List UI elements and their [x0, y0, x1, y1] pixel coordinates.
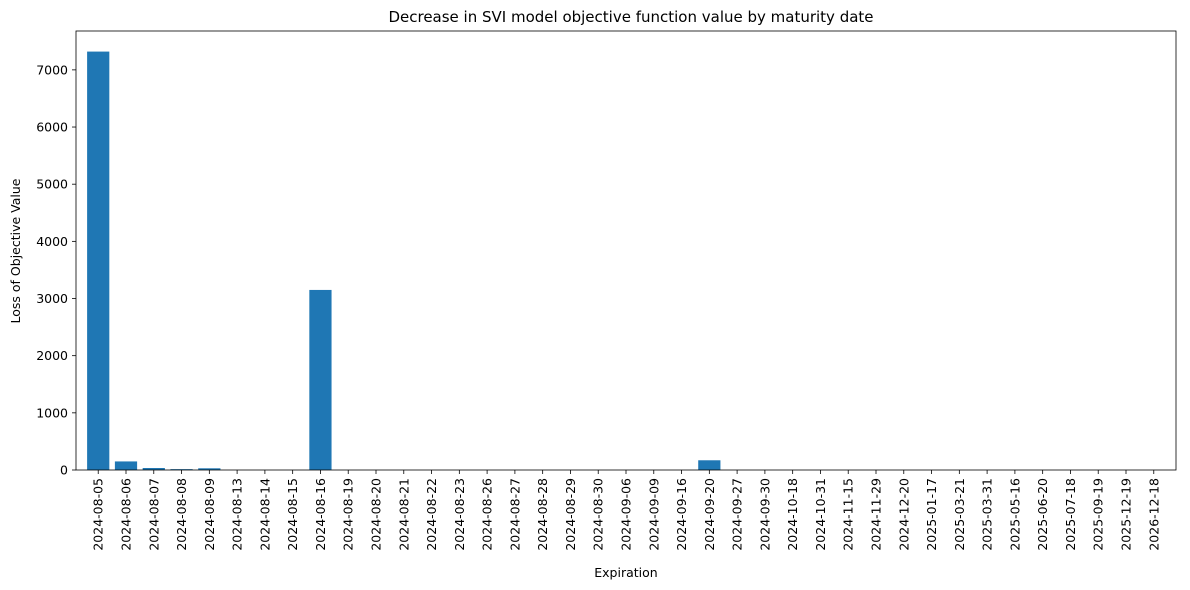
x-tick-label: 2024-08-05 [91, 478, 106, 551]
x-tick-label: 2024-10-18 [785, 478, 800, 551]
x-tick-label: 2024-09-27 [730, 478, 745, 551]
x-tick-label: 2024-08-06 [119, 478, 134, 551]
y-tick-label: 3000 [36, 291, 68, 306]
x-tick-label: 2024-09-09 [646, 478, 661, 551]
y-tick-label: 6000 [36, 120, 68, 135]
x-tick-label: 2024-08-13 [230, 478, 245, 551]
x-tick-label: 2025-06-20 [1035, 478, 1050, 551]
bar-2024-09-20 [698, 460, 721, 470]
plot-frame [75, 30, 1177, 471]
bar-2024-08-06 [114, 461, 138, 470]
x-tick-label: 2025-03-31 [980, 478, 995, 551]
x-tick-label: 2024-11-15 [841, 478, 856, 551]
x-tick-label: 2024-08-30 [591, 478, 606, 551]
bar-2024-08-07 [142, 468, 165, 470]
x-tick-label: 2024-08-15 [285, 478, 300, 551]
x-tick-label: 2024-08-22 [424, 478, 439, 551]
x-tick-label: 2024-08-09 [202, 478, 217, 551]
x-tick-label: 2024-09-06 [619, 478, 634, 551]
x-tick-label: 2024-08-19 [341, 478, 356, 551]
y-tick-label: 4000 [36, 234, 68, 249]
x-tick-label: 2024-10-31 [813, 478, 828, 551]
x-tick-label: 2024-09-30 [757, 478, 772, 551]
x-tick-label: 2025-05-16 [1007, 478, 1022, 551]
y-tick-label: 2000 [36, 348, 68, 363]
bar-2024-08-16 [309, 289, 332, 470]
x-tick-label: 2024-08-20 [369, 478, 384, 551]
y-tick-label: 1000 [36, 405, 68, 420]
x-tick-label: 2024-09-20 [702, 478, 717, 551]
y-tick-label: 0 [60, 463, 68, 478]
x-tick-label: 2024-08-28 [535, 478, 550, 551]
x-tick-label: 2024-08-08 [174, 478, 189, 551]
x-tick-label: 2024-11-29 [869, 478, 884, 551]
x-tick-label: 2025-03-21 [952, 478, 967, 551]
bar-2024-08-09 [198, 468, 221, 470]
x-axis-label: Expiration [594, 565, 657, 580]
x-tick-label: 2024-08-21 [396, 478, 411, 551]
x-tick-label: 2024-08-16 [313, 478, 328, 551]
x-tick-label: 2024-08-07 [146, 478, 161, 551]
x-tick-label: 2024-08-29 [563, 478, 578, 551]
x-tick-label: 2025-09-19 [1091, 478, 1106, 551]
y-tick-label: 7000 [36, 62, 68, 77]
x-tick-label: 2025-12-19 [1119, 478, 1134, 551]
x-tick-label: 2024-08-14 [257, 478, 272, 551]
y-tick-label: 5000 [36, 177, 68, 192]
chart-title: Decrease in SVI model objective function… [388, 8, 873, 26]
x-tick-label: 2025-01-17 [924, 478, 939, 551]
x-tick-label: 2026-12-18 [1146, 478, 1161, 551]
x-tick-label: 2024-09-16 [674, 478, 689, 551]
plot-area: 0 1000 2000 3000 4000 5000 6000 7000 2024-08-05 2… [36, 30, 1177, 551]
y-axis-label: Loss of Objective Value [8, 178, 23, 323]
x-tick-label: 2025-07-18 [1063, 478, 1078, 551]
x-tick-label: 2024-08-26 [480, 478, 495, 551]
bar-2024-08-05 [87, 51, 110, 470]
bar-2024-08-08 [170, 469, 193, 470]
x-tick-label: 2024-08-27 [507, 478, 522, 551]
x-tick-label: 2024-08-23 [452, 478, 467, 551]
x-tick-label: 2024-12-20 [896, 478, 911, 551]
